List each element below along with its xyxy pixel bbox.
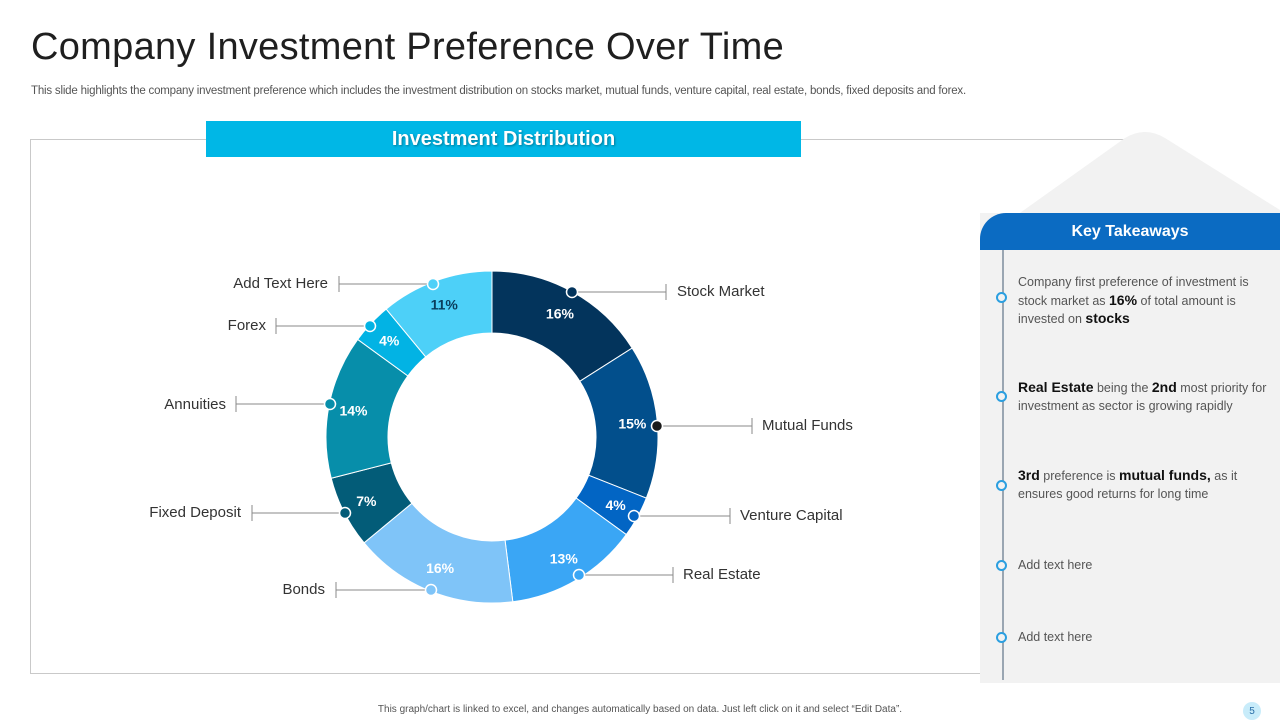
callout-label-bonds: Bonds (282, 581, 325, 598)
key-takeaways-panel (980, 213, 1280, 683)
donut-value-label-add-text-here: 11% (431, 296, 459, 312)
donut-value-label-stock-market: 16% (546, 305, 575, 321)
takeaway-text: of total amount is invested on (1018, 293, 1236, 327)
takeaway-emphasis: 2nd (1151, 379, 1177, 395)
takeaway-emphasis: stocks (1085, 310, 1130, 326)
takeaway-emphasis: 3rd (1018, 467, 1040, 483)
callout-label-add-text-here: Add Text Here (233, 275, 328, 292)
callout-dot-annuities (323, 397, 337, 411)
callout-label-real-estate: Real Estate (683, 566, 761, 583)
timeline-dot (996, 632, 1007, 643)
donut-value-label-bonds: 16% (426, 560, 455, 576)
footer-note: This graph/chart is linked to excel, and… (377, 704, 903, 715)
takeaway-text: Company first preference of investment i… (1018, 275, 1249, 308)
callout-label-forex: Forex (228, 317, 267, 334)
donut-value-label-venture-capital: 4% (605, 497, 626, 513)
callout-label-annuities: Annuities (164, 396, 226, 413)
callout-dot-stock-market (565, 285, 579, 299)
takeaway-emphasis: Real Estate (1018, 379, 1094, 395)
timeline-dot (996, 391, 1007, 402)
takeaway-text: Add text here (1018, 630, 1093, 644)
callout-label-venture-capital: Venture Capital (740, 507, 843, 524)
takeaway-text: most priority for investment as sector i… (1018, 381, 1267, 413)
callout-label-stock-market: Stock Market (677, 283, 765, 300)
callout-dot-forex (363, 319, 377, 333)
key-takeaways-header: Key Takeaways (980, 213, 1280, 250)
donut-value-label-mutual-funds: 15% (618, 416, 647, 432)
donut-value-label-real-estate: 13% (550, 550, 579, 566)
takeaway-item: Add text here (1018, 557, 1268, 575)
takeaway-text: being the (1093, 381, 1152, 395)
callout-dot-mutual-funds (650, 419, 664, 433)
donut-value-label-forex: 4% (379, 332, 400, 348)
timeline-dot (996, 560, 1007, 571)
timeline-dot (996, 480, 1007, 491)
donut-value-label-fixed-deposit: 7% (356, 493, 377, 509)
page-number: 5 (1243, 702, 1261, 720)
slide-subtitle: This slide highlights the company invest… (31, 85, 966, 97)
takeaway-item: Company first preference of investment i… (1018, 274, 1268, 329)
donut-value-label-annuities: 14% (339, 403, 368, 419)
callout-dot-add-text-here (426, 277, 440, 291)
donut-chart[interactable]: 16% 15% 4% 13% 16% 7% 14% 4% 11% Stock Market Mutu… (0, 0, 980, 720)
takeaway-text: as it ensures good returns for long time (1018, 469, 1238, 501)
callout-dot-venture-capital (627, 509, 641, 523)
slide-title: Company Investment Preference Over Time (31, 26, 784, 68)
takeaway-item: 3rd preference is mutual funds, as it en… (1018, 467, 1268, 503)
takeaway-item: Real Estate being the 2nd most priority … (1018, 379, 1268, 415)
takeaway-item: Add text here (1018, 629, 1268, 647)
takeaway-text: preference is (1039, 469, 1120, 483)
timeline-line (1002, 250, 1004, 680)
panel-roof-decoration (1010, 132, 1280, 220)
takeaway-emphasis: mutual funds, (1119, 467, 1211, 483)
callout-dot-fixed-deposit (338, 506, 352, 520)
donut-slice-add-text-here[interactable] (385, 270, 493, 358)
callout-dot-real-estate (572, 568, 586, 582)
callout-label-mutual-funds: Mutual Funds (762, 417, 853, 434)
chart-title: Investment Distribution (206, 121, 801, 157)
takeaway-text: Add text here (1018, 558, 1093, 572)
timeline-dot (996, 292, 1007, 303)
callout-label-fixed-deposit: Fixed Deposit (149, 504, 242, 521)
callout-dot-bonds (424, 583, 438, 597)
takeaway-emphasis: 16% (1109, 291, 1138, 308)
